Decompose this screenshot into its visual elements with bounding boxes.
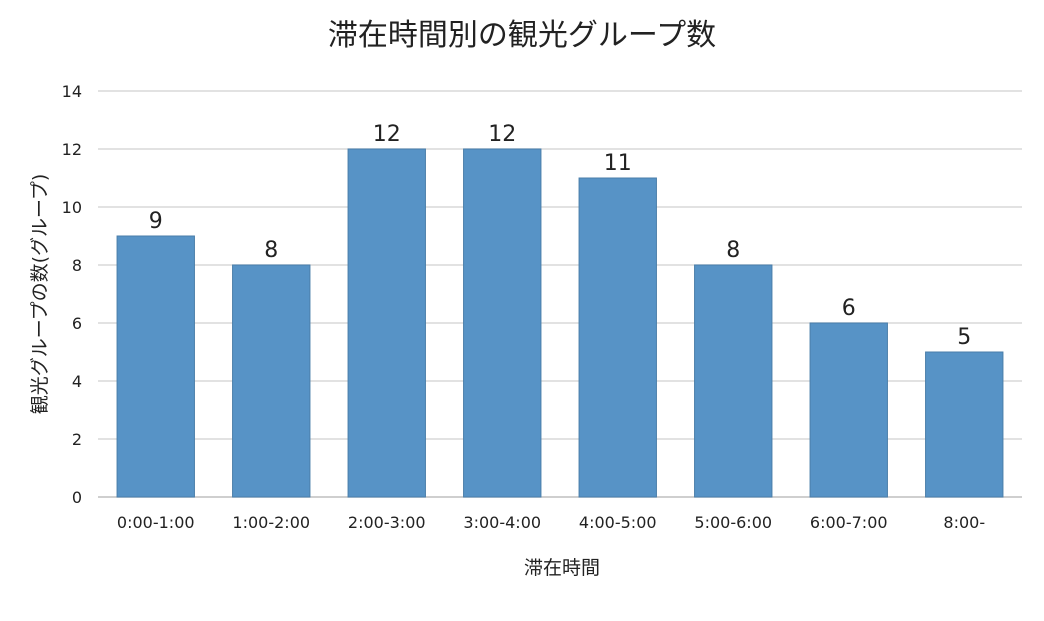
bar [694,264,773,498]
y-axis-title: 観光グループの数(グループ) [29,174,51,415]
bar [347,148,426,498]
bars [116,148,1004,498]
y-tick-label: 4 [72,372,82,391]
x-tick-label: 1:00-2:00 [232,513,310,532]
data-label: 6 [842,296,856,321]
x-tick-label: 8:00- [943,513,985,532]
y-tick-label: 0 [72,488,82,507]
data-label: 11 [604,151,632,176]
bar [116,235,195,498]
x-tick-label: 5:00-6:00 [694,513,772,532]
y-tick-label: 2 [72,430,82,449]
data-labels: 9 8 12 12 11 8 6 5 [149,122,972,350]
y-tick-label: 10 [62,198,82,217]
x-tick-label: 0:00-1:00 [117,513,195,532]
data-label: 5 [957,325,971,350]
data-label: 8 [264,238,278,263]
data-label: 9 [149,209,163,234]
bar [232,264,311,498]
x-tick-label: 4:00-5:00 [579,513,657,532]
y-tick-label: 14 [62,82,82,101]
data-label: 12 [373,122,401,147]
bar [809,322,888,498]
bar [463,148,542,498]
x-tick-label: 6:00-7:00 [810,513,888,532]
bar [578,177,657,498]
x-axis-title: 滞在時間 [524,557,600,579]
y-axis-ticks: 0 2 4 6 8 10 12 14 [62,82,82,507]
bar [925,351,1004,498]
data-label: 12 [488,122,516,147]
chart-title: 滞在時間別の観光グループ数 [328,18,716,53]
x-axis-ticks: 0:00-1:00 1:00-2:00 2:00-3:00 3:00-4:00 4:00… [117,513,985,532]
data-label: 8 [726,238,740,263]
y-tick-label: 6 [72,314,82,333]
y-tick-label: 8 [72,256,82,275]
y-tick-label: 12 [62,140,82,159]
x-tick-label: 3:00-4:00 [463,513,541,532]
x-tick-label: 2:00-3:00 [348,513,426,532]
